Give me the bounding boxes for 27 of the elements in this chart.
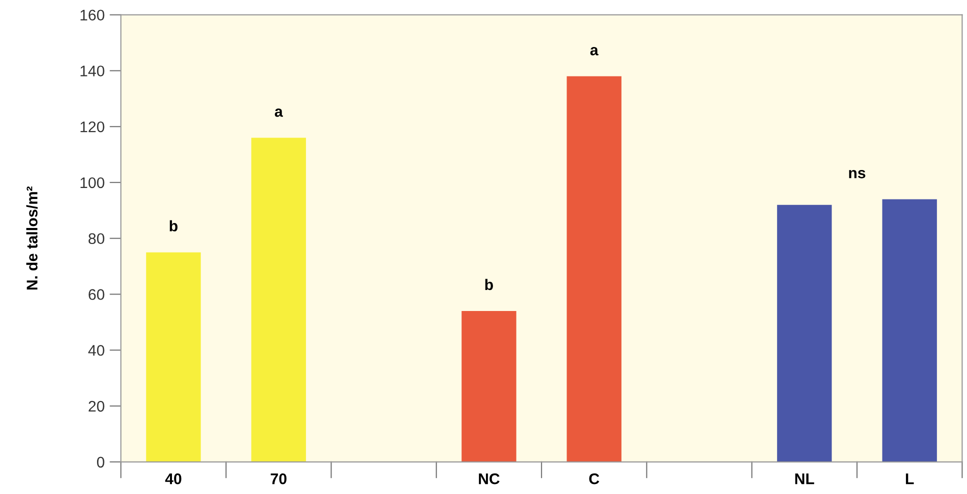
bar [146,252,201,462]
x-tick-label: NL [795,474,814,484]
x-tick-label: C [589,473,600,484]
annotation: b [170,220,178,232]
bar [566,76,622,462]
x-tick-label: L [906,474,914,484]
annotation: a [274,108,283,117]
y-tick-label: 120 [80,121,104,132]
y-tick-label: 40 [88,344,104,356]
y-tick-label: 0 [97,456,104,468]
y-tick-label: 100 [80,177,104,188]
y-axis-title: N. de tallos/m² [26,186,38,290]
bar [251,138,306,462]
y-tick-label: 140 [80,66,104,76]
y-tick-label: 160 [80,10,104,21]
y-tick-label: 80 [88,233,104,244]
bar [777,204,832,462]
y-tick-label: 20 [88,400,104,412]
annotation: ns [849,170,866,178]
bar [882,199,937,462]
annotation: b [485,278,493,290]
annotation: a [590,47,598,56]
x-tick-label: 70 [270,473,286,484]
x-tick-label: NC [478,473,500,484]
bar [462,311,516,462]
y-tick-label: 60 [88,289,104,300]
x-tick-label: 40 [165,473,182,484]
